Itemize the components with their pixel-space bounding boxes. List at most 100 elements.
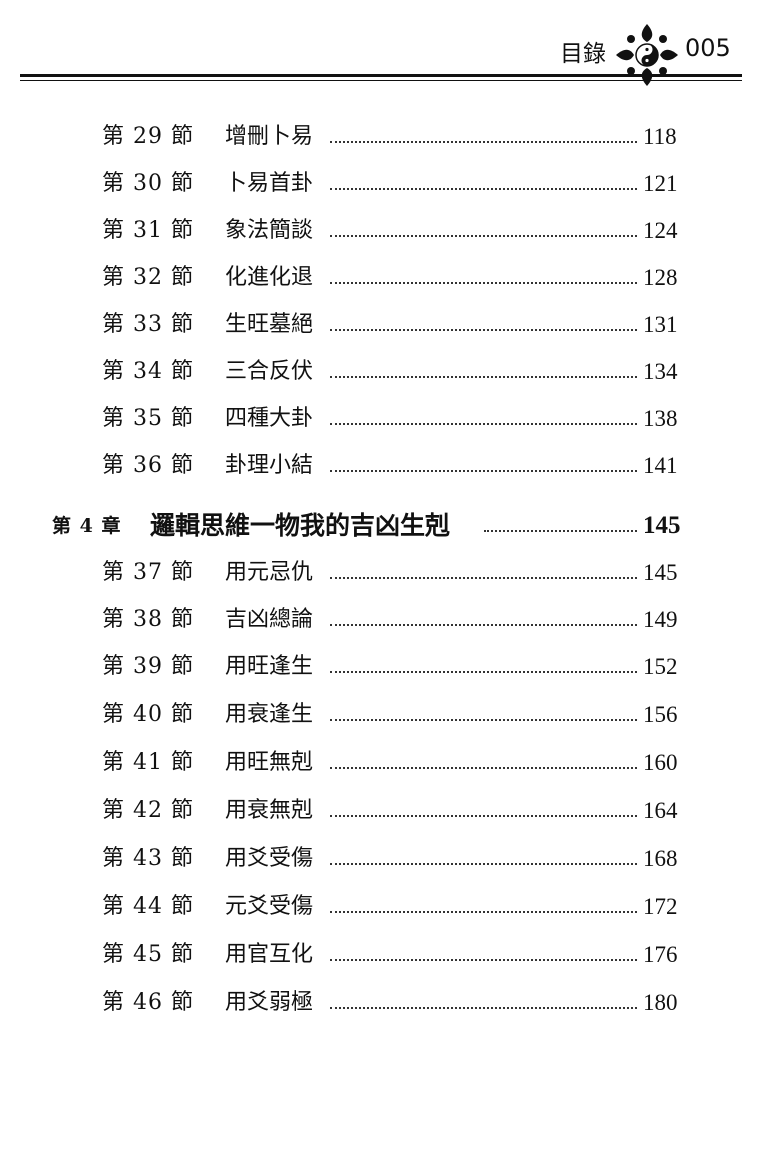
entry-title: 用爻受傷 (225, 846, 314, 871)
entry-number: 第 46 節 (102, 990, 194, 1015)
entry-page: 128 (643, 265, 678, 290)
entry-number: 第 32 節 (102, 265, 194, 290)
entry-number: 第 44 節 (102, 894, 194, 919)
toc-entry: 第 32 節 化進化退 128 (0, 261, 767, 295)
entry-number: 第 45 節 (102, 942, 194, 967)
entry-number: 第 29 節 (102, 124, 194, 149)
leader-dots (330, 911, 637, 913)
entry-page: 149 (643, 607, 678, 632)
header-title: 目錄 (560, 41, 606, 67)
entry-page: 145 (643, 560, 678, 585)
leader-dots (330, 423, 637, 425)
entry-number: 第 37 節 (102, 560, 194, 585)
toc-entry: 第 30 節 卜易首卦 121 (0, 167, 767, 201)
entry-page: 160 (643, 750, 678, 775)
entry-number: 第 36 節 (102, 453, 194, 478)
leader-dots (330, 235, 637, 237)
entry-page: 152 (643, 654, 678, 679)
toc-entry: 第 45 節 用官互化 176 (0, 938, 767, 972)
toc-entry: 第 31 節 象法簡談 124 (0, 214, 767, 248)
entry-page: 168 (643, 846, 678, 871)
toc-chapter: 第 4 章 邏輯思維一物我的吉凶生剋 145 (0, 509, 767, 543)
leader-dots (330, 815, 637, 817)
entry-title: 用爻弱極 (225, 990, 314, 1015)
toc-entry: 第 46 節 用爻弱極 180 (0, 986, 767, 1020)
entry-page: 180 (643, 990, 678, 1015)
entry-page: 131 (643, 312, 678, 337)
entry-title: 吉凶總論 (225, 607, 314, 632)
toc-entry: 第 41 節 用旺無剋 160 (0, 746, 767, 780)
toc-entry: 第 44 節 元爻受傷 172 (0, 890, 767, 924)
entry-number: 第 43 節 (102, 846, 194, 871)
leader-dots (330, 329, 637, 331)
toc-entry: 第 43 節 用爻受傷 168 (0, 842, 767, 876)
toc-entry: 第 38 節 吉凶總論 149 (0, 603, 767, 637)
leader-dots (330, 624, 637, 626)
leader-dots (330, 671, 637, 673)
leader-dots (484, 530, 637, 532)
toc-entry: 第 42 節 用衰無剋 164 (0, 794, 767, 828)
leader-dots (330, 282, 637, 284)
entry-number: 第 41 節 (102, 750, 194, 775)
leader-dots (330, 188, 637, 190)
toc-entry: 第 36 節 卦理小結 141 (0, 449, 767, 483)
entry-page: 138 (643, 406, 678, 431)
entry-title: 四種大卦 (225, 406, 314, 431)
leader-dots (330, 959, 637, 961)
entry-title: 增刪卜易 (225, 124, 314, 149)
entry-number: 第 33 節 (102, 312, 194, 337)
leader-dots (330, 863, 637, 865)
entry-title: 用衰逢生 (225, 702, 314, 727)
entry-title: 用旺逢生 (225, 654, 314, 679)
entry-title: 用旺無剋 (225, 750, 314, 775)
page-number: 005 (685, 34, 731, 62)
leader-dots (330, 1007, 637, 1009)
entry-title: 卜易首卦 (225, 171, 314, 196)
toc-entry: 第 37 節 用元忌仇 145 (0, 556, 767, 590)
entry-title: 用官互化 (225, 942, 314, 967)
entry-number: 第 35 節 (102, 406, 194, 431)
entry-number: 第 40 節 (102, 702, 194, 727)
entry-number: 第 42 節 (102, 798, 194, 823)
entry-title: 卦理小結 (225, 453, 314, 478)
entry-page: 118 (643, 124, 677, 149)
toc-entry: 第 39 節 用旺逢生 152 (0, 650, 767, 684)
leader-dots (330, 470, 637, 472)
toc-entry: 第 40 節 用衰逢生 156 (0, 698, 767, 732)
leader-dots (330, 376, 637, 378)
entry-page: 156 (643, 702, 678, 727)
leader-dots (330, 141, 637, 143)
entry-page: 134 (643, 359, 678, 384)
header-rule (20, 74, 742, 77)
entry-title: 用元忌仇 (225, 560, 314, 585)
entry-number: 第 31 節 (102, 218, 194, 243)
entry-number: 第 4 章 (52, 515, 122, 537)
entry-page: 176 (643, 942, 678, 967)
entry-title: 三合反伏 (225, 359, 314, 384)
header-rule-thin (20, 80, 742, 81)
entry-title: 用衰無剋 (225, 798, 314, 823)
leader-dots (330, 577, 637, 579)
entry-title: 生旺墓絕 (225, 312, 314, 337)
toc-entry: 第 29 節 增刪卜易 118 (0, 120, 767, 154)
leader-dots (330, 719, 637, 721)
entry-title: 元爻受傷 (225, 894, 314, 919)
entry-page: 145 (643, 512, 681, 539)
toc-entry: 第 35 節 四種大卦 138 (0, 402, 767, 436)
entry-page: 141 (643, 453, 678, 478)
entry-title: 化進化退 (225, 265, 314, 290)
entry-title: 邏輯思維一物我的吉凶生剋 (150, 511, 451, 540)
entry-number: 第 38 節 (102, 607, 194, 632)
running-header: 目錄 005 (0, 24, 767, 86)
entry-page: 124 (643, 218, 678, 243)
entry-page: 172 (643, 894, 678, 919)
entry-number: 第 30 節 (102, 171, 194, 196)
entry-page: 121 (643, 171, 678, 196)
entry-title: 象法簡談 (225, 218, 314, 243)
yin-yang-ornament-icon (616, 24, 678, 86)
entry-number: 第 34 節 (102, 359, 194, 384)
leader-dots (330, 767, 637, 769)
entry-page: 164 (643, 798, 678, 823)
toc-entry: 第 34 節 三合反伏 134 (0, 355, 767, 389)
